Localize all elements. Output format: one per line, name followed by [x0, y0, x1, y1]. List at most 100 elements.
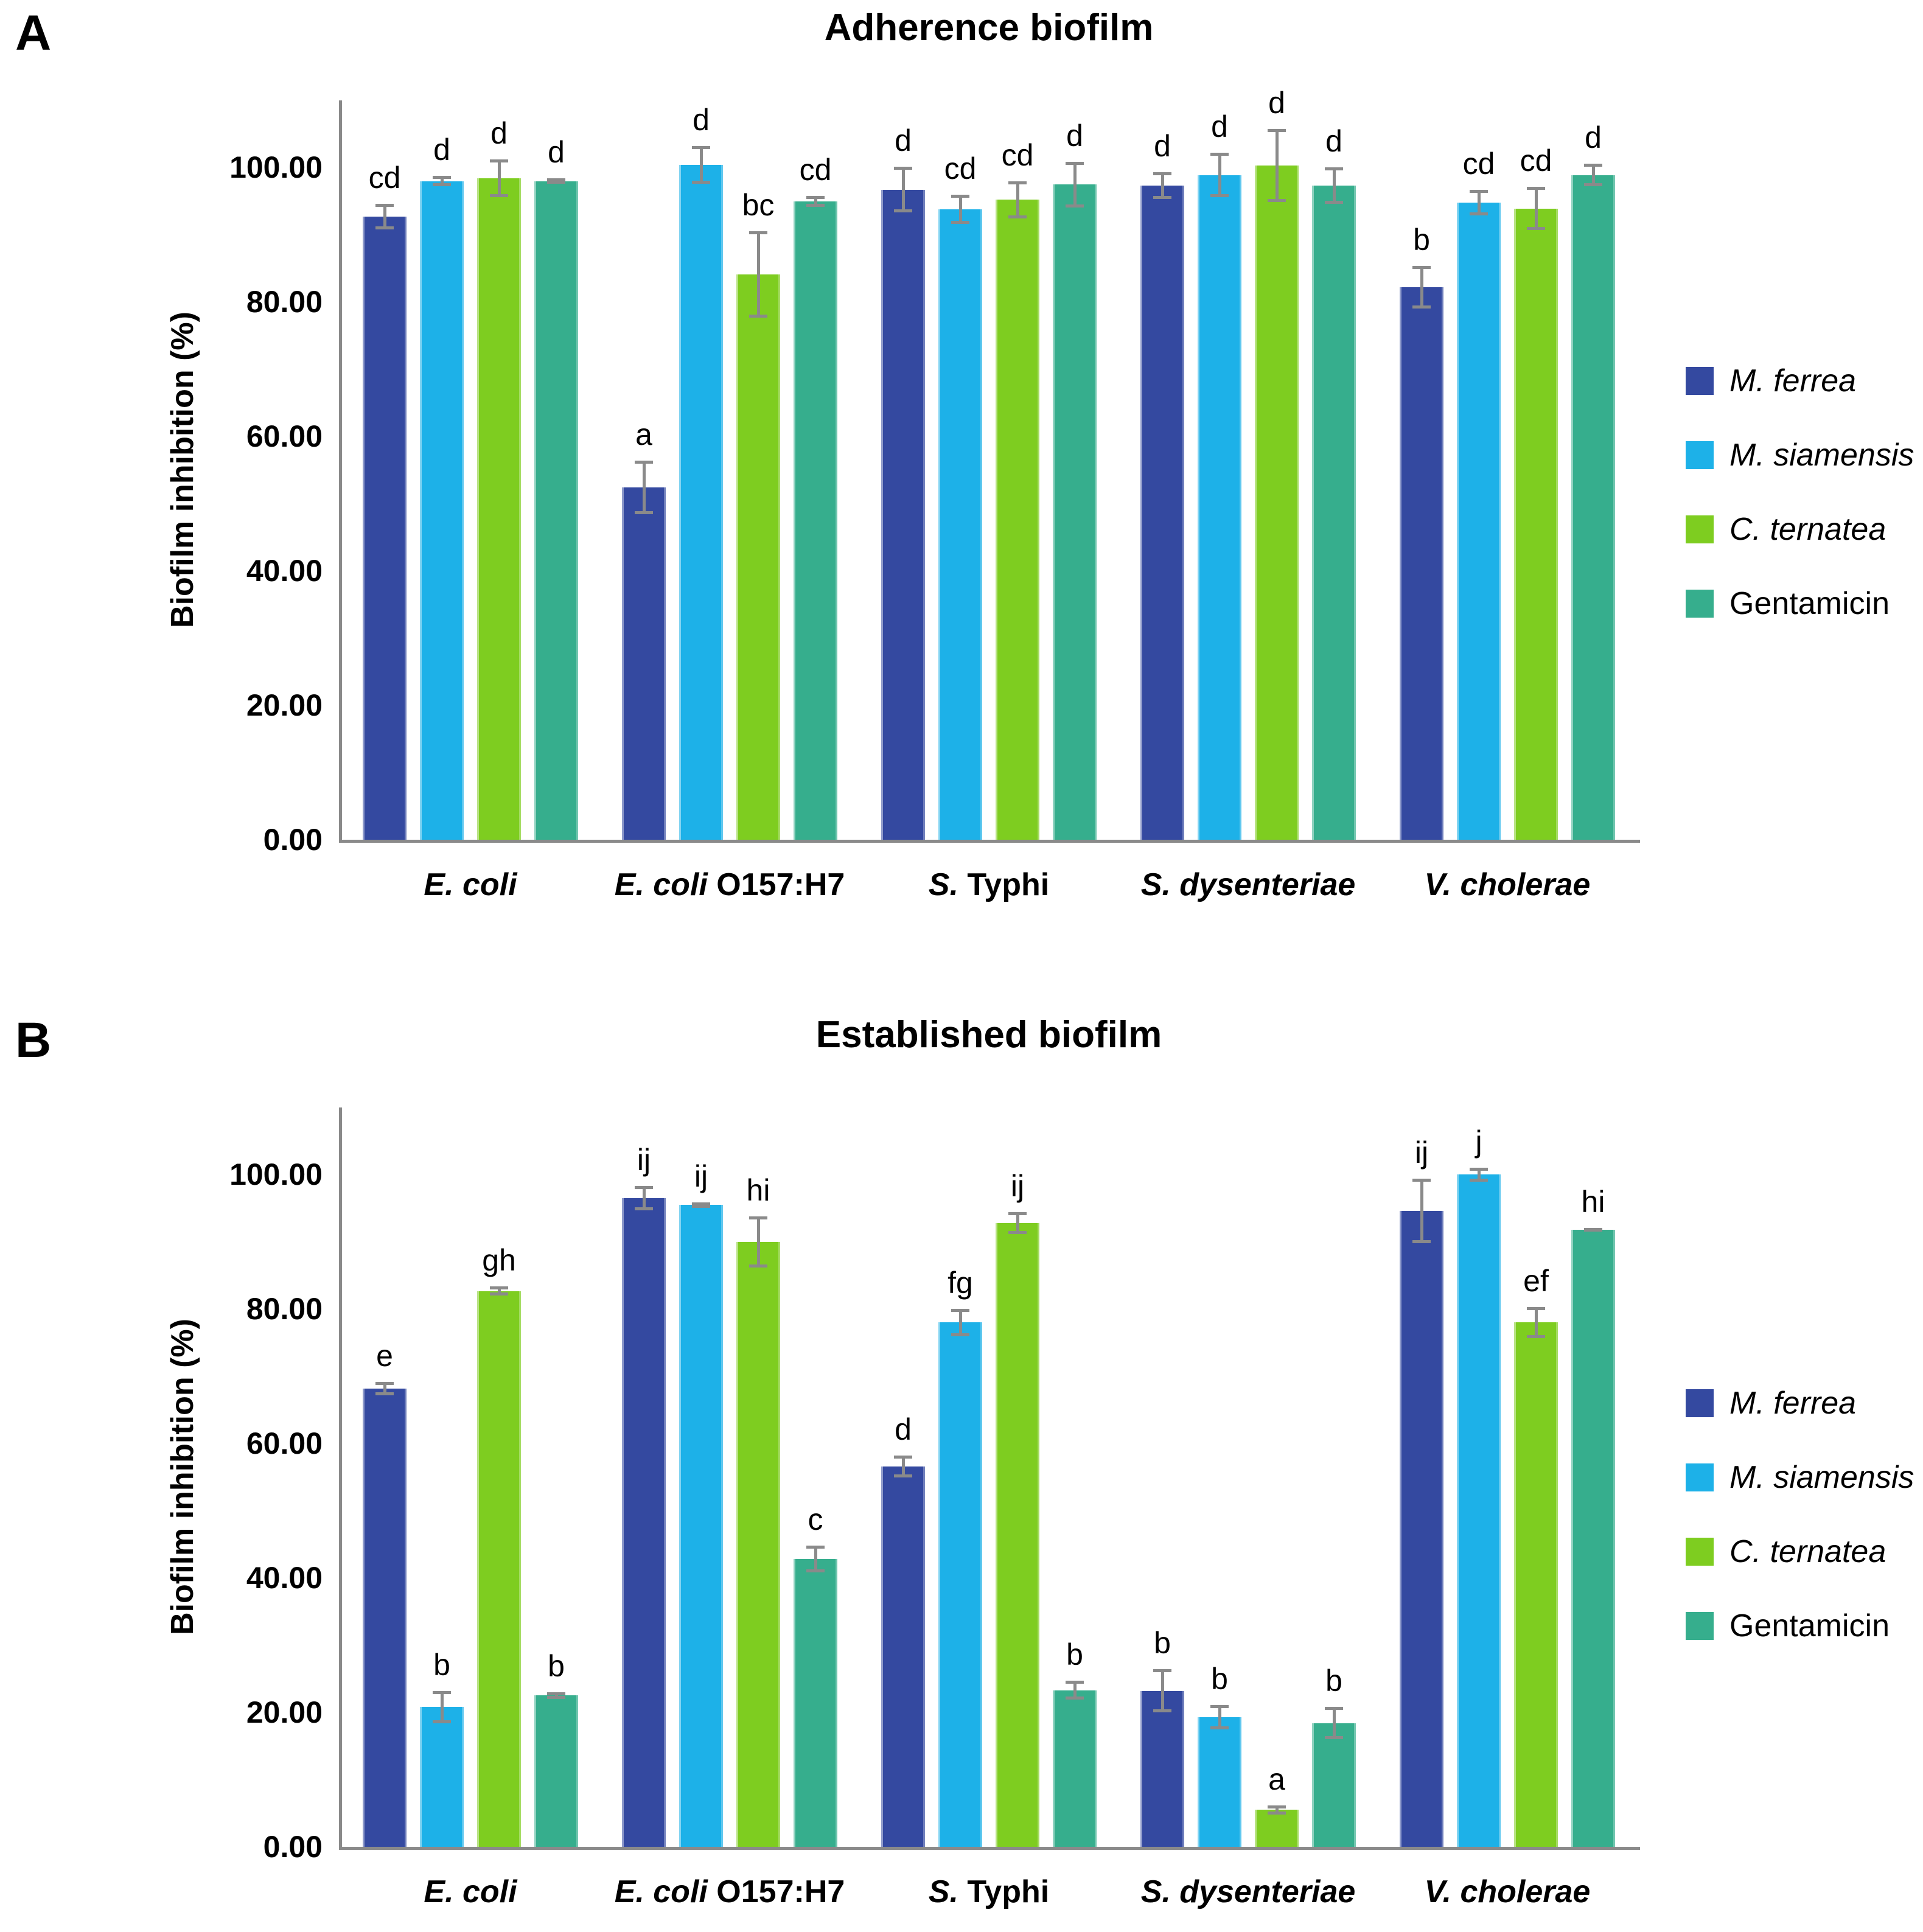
x-category-segment: S. dysenteriae — [1140, 867, 1356, 902]
significance-letter: cd — [1520, 144, 1552, 178]
significance-letter: b — [1066, 1637, 1083, 1672]
x-category-segment: E. coli — [424, 867, 517, 902]
bar — [363, 217, 407, 840]
error-bar-cap-top — [1210, 153, 1229, 156]
bar — [1053, 1690, 1097, 1847]
y-tick-label: 60.00 — [246, 419, 323, 454]
chart-title-adherence: Adherence biofilm — [824, 7, 1154, 49]
x-category-label: E. coli — [341, 1876, 600, 1908]
error-bar-cap-bottom — [951, 1333, 969, 1336]
bar — [1198, 1717, 1241, 1847]
bar — [1514, 1322, 1558, 1847]
x-category-label: S. dysenteriae — [1119, 1876, 1378, 1908]
y-tick-label: 40.00 — [246, 1561, 323, 1595]
bar — [622, 487, 666, 840]
bar — [420, 1707, 464, 1847]
error-bar-cap-top — [433, 175, 451, 179]
error-bar — [814, 195, 817, 207]
significance-letter: fg — [948, 1266, 973, 1300]
significance-letter: b — [1211, 1661, 1228, 1696]
error-bar-cap-bottom — [749, 314, 767, 318]
error-bar — [1160, 172, 1164, 200]
error-bar-cap-top — [749, 1216, 767, 1219]
legend-item: M. ferrea — [1686, 1387, 1914, 1419]
error-bar-cap-top — [1153, 172, 1171, 176]
x-axis-line — [339, 1847, 1640, 1850]
error-bar-cap-top — [951, 194, 969, 198]
significance-letter: d — [1066, 118, 1083, 153]
error-bar — [814, 1546, 817, 1573]
error-bar — [1218, 1704, 1221, 1729]
error-bar-cap-top — [547, 1692, 565, 1695]
legend-label: C. ternatea — [1729, 1534, 1886, 1569]
y-tick-label: 80.00 — [246, 285, 323, 319]
error-bar — [1420, 265, 1423, 309]
significance-letter: d — [490, 116, 508, 151]
bar — [1198, 175, 1241, 840]
bar — [736, 274, 780, 840]
x-category-segment: S. — [928, 1874, 958, 1909]
y-tick-label: 100.00 — [229, 1157, 323, 1192]
error-bar — [440, 175, 444, 187]
legend-label: Gentamicin — [1729, 1608, 1890, 1644]
significance-letter: c — [808, 1502, 823, 1537]
significance-letter: cd — [799, 152, 832, 187]
error-bar — [554, 1692, 558, 1699]
error-bar-cap-top — [1412, 1179, 1431, 1182]
legend-label: M. ferrea — [1729, 1386, 1857, 1421]
error-bar — [1534, 1307, 1538, 1338]
significance-letter: bc — [742, 188, 775, 223]
bar — [938, 1322, 982, 1847]
bar — [1140, 186, 1184, 840]
bar — [996, 200, 1039, 840]
y-tick-label: 100.00 — [229, 150, 323, 185]
error-bar-cap-top — [1470, 189, 1488, 193]
x-category-segment: E. coli — [614, 1874, 717, 1909]
panel-established-biofilm: B Established biofilm Biofilm inhibition… — [0, 1007, 1923, 1932]
bar — [1312, 186, 1356, 840]
x-category-segment: V. cholerae — [1424, 867, 1591, 902]
bar — [794, 1559, 837, 1847]
bar — [363, 1388, 407, 1847]
error-bar-cap-top — [1325, 1707, 1343, 1711]
bar — [1571, 1230, 1615, 1847]
legend-label: C. ternatea — [1729, 512, 1886, 547]
error-bar — [383, 204, 386, 230]
error-bar-cap-bottom — [1412, 305, 1431, 309]
error-bar — [1332, 167, 1336, 204]
x-category-label: S. dysenteriae — [1119, 869, 1378, 901]
error-bar-cap-bottom — [433, 183, 451, 187]
error-bar-cap-top — [1066, 1681, 1084, 1684]
error-bar-cap-top — [375, 1381, 394, 1385]
x-category-label: V. cholerae — [1378, 1876, 1637, 1908]
error-bar — [756, 1216, 760, 1268]
error-bar-cap-top — [1527, 187, 1545, 190]
error-bar-cap-top — [1153, 1669, 1171, 1673]
error-bar — [1275, 129, 1279, 202]
error-bar — [642, 461, 646, 515]
significance-letter: d — [433, 132, 450, 167]
error-bar-cap-bottom — [375, 1392, 394, 1395]
y-tick-label: 80.00 — [246, 1292, 323, 1327]
error-bar — [1420, 1179, 1423, 1244]
error-bar — [440, 1690, 444, 1723]
y-tick-label: 40.00 — [246, 554, 323, 588]
error-bar — [1477, 1168, 1481, 1182]
error-bar — [642, 1186, 646, 1210]
error-bar — [901, 1456, 905, 1477]
error-bar — [497, 1286, 501, 1296]
bar — [534, 1695, 578, 1847]
y-axis-line — [339, 100, 342, 840]
error-bar-cap-bottom — [1008, 215, 1027, 219]
significance-letter: hi — [1581, 1184, 1605, 1219]
legend-label: M. siamensis — [1729, 1460, 1914, 1495]
legend-item: M. ferrea — [1686, 365, 1914, 397]
error-bar-cap-bottom — [692, 1204, 710, 1208]
legend-item: C. ternatea — [1686, 514, 1914, 545]
bar — [1312, 1723, 1356, 1847]
error-bar — [756, 231, 760, 318]
error-bar — [1016, 181, 1019, 219]
error-bar-cap-bottom — [490, 1292, 508, 1296]
error-bar-cap-top — [806, 195, 825, 199]
bar — [938, 209, 982, 840]
